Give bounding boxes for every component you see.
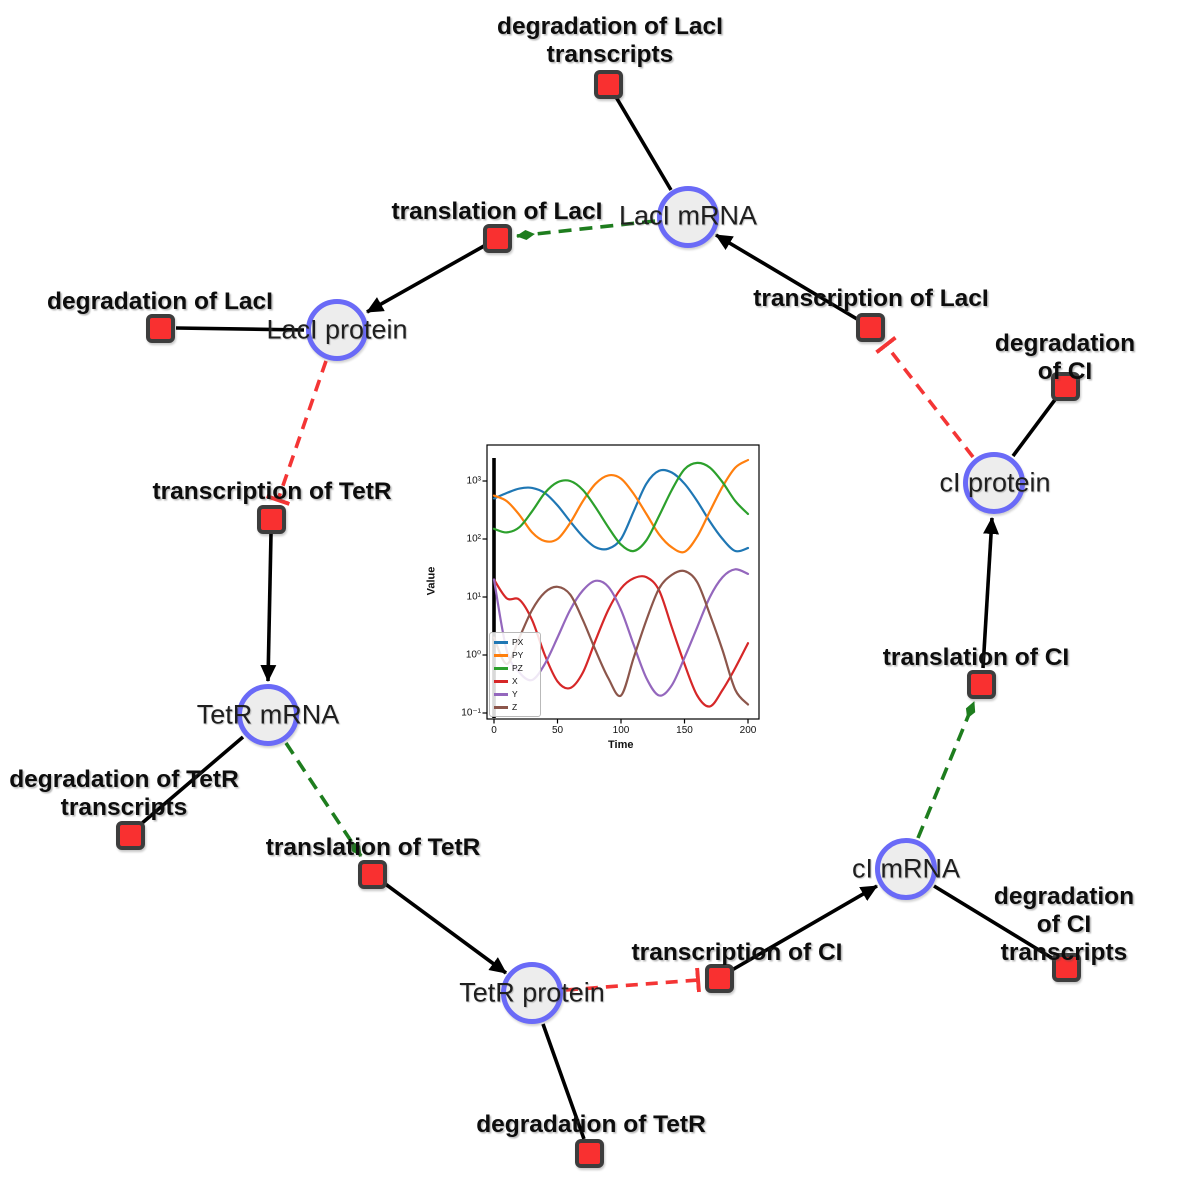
edge-ci-protein-inhibits-transcription-laci — [875, 336, 975, 459]
legend-item-px: PX — [494, 636, 536, 649]
edge-transcription-laci-to-laci-mrna — [715, 233, 858, 321]
edge-translation-ci-to-ci-protein — [981, 517, 1000, 669]
edge-tetr-mrna-activates-translation — [284, 742, 363, 857]
legend-item-pz: PZ — [494, 662, 536, 675]
legend-item-y: Y — [494, 688, 536, 701]
legend-item-z: Z — [494, 701, 536, 714]
y-tick-1e0: 10⁰ — [465, 649, 481, 661]
edge-tetr-mrna-to-degradation-transcripts — [139, 735, 245, 826]
x-tick-50: 50 — [551, 725, 564, 736]
reaction-label-degradation-laci: degradation of LacI — [47, 288, 273, 315]
edge-tetr-protein-inhibits-transcription-ci — [565, 967, 701, 993]
species-node-ci-protein — [963, 452, 1025, 514]
timecourse-chart: 0 50 100 150 200 10³ 10² 10¹ 10⁰ 10⁻¹ Ti… — [425, 438, 775, 768]
species-node-laci-mrna — [657, 186, 719, 248]
species-node-tetr-protein — [501, 962, 563, 1024]
x-axis-label: Time — [608, 739, 634, 751]
species-label-laci-protein: LacI protein — [266, 314, 408, 345]
legend-swatch-z — [494, 706, 508, 709]
edge-laci-mrna-activates-translation — [516, 219, 656, 240]
reaction-label-translation-laci: translation of LacI — [391, 198, 603, 225]
edge-ci-mrna-activates-translation — [916, 701, 976, 839]
edge-laci-protein-inhibits-transcription-tetr — [266, 360, 328, 506]
edge-laci-protein-to-degradation — [175, 326, 305, 332]
species-label-ci-mrna: cI mRNA — [852, 853, 960, 884]
legend-swatch-px — [494, 641, 508, 644]
species-node-tetr-mrna — [237, 684, 299, 746]
edge-transcription-ci-to-ci-mrna — [731, 884, 878, 972]
reaction-label-transcription-ci: transcription of CI — [631, 939, 843, 966]
y-tick-1e-1: 10⁻¹ — [461, 707, 481, 719]
species-label-laci-mrna: LacI mRNA — [618, 200, 758, 231]
reaction-node-translation-ci — [966, 669, 996, 699]
legend-label-z: Z — [512, 702, 518, 712]
reaction-node-degradation-tetr — [574, 1138, 604, 1168]
edge-laci-mrna-to-degradation-transcripts — [614, 96, 673, 191]
reaction-label-degradation-ci: degradation of CI — [994, 330, 1136, 385]
edge-transcription-tetr-to-tetr-mrna — [260, 533, 277, 682]
legend-swatch-pz — [494, 667, 508, 670]
x-tick-200: 200 — [739, 725, 757, 736]
reaction-node-degradation-laci-transcripts — [593, 69, 623, 99]
reaction-label-transcription-tetr: transcription of TetR — [152, 478, 392, 505]
species-node-laci-protein — [306, 299, 368, 361]
reaction-node-translation-tetr — [357, 859, 387, 889]
reaction-node-degradation-tetr-transcripts — [115, 820, 145, 850]
legend-label-y: Y — [512, 689, 518, 699]
x-tick-150: 150 — [676, 725, 693, 736]
species-label-ci-protein: cI protein — [939, 467, 1051, 498]
x-tick-100: 100 — [612, 725, 630, 736]
reaction-node-translation-laci — [482, 223, 512, 253]
reaction-label-degradation-tetr-transcripts: degradation of TetR transcripts — [9, 766, 239, 821]
edge-ci-protein-to-degradation — [1011, 395, 1059, 458]
y-tick-1e3: 10³ — [466, 475, 481, 487]
y-tick-1e1: 10¹ — [466, 591, 481, 603]
reaction-node-degradation-ci-transcripts — [1051, 952, 1081, 982]
x-tick-0: 0 — [491, 725, 497, 736]
reaction-node-transcription-ci — [704, 963, 734, 993]
species-node-ci-mrna — [875, 838, 937, 900]
legend-label-x: X — [512, 676, 518, 686]
species-label-tetr-protein: TetR protein — [459, 977, 605, 1008]
legend-label-py: PY — [512, 650, 524, 660]
reaction-node-degradation-ci — [1050, 371, 1080, 401]
edge-tetr-protein-to-degradation — [541, 1023, 586, 1140]
reaction-label-degradation-laci-transcripts: degradation of LacI transcripts — [497, 13, 723, 68]
edge-translation-tetr-to-tetr-protein — [382, 881, 508, 975]
reaction-node-transcription-laci — [855, 312, 885, 342]
reaction-node-degradation-laci — [145, 313, 175, 343]
legend-item-py: PY — [494, 649, 536, 662]
reaction-label-translation-tetr: translation of TetR — [265, 834, 481, 861]
legend-swatch-y — [494, 693, 508, 696]
y-tick-1e2: 10² — [466, 533, 481, 545]
legend-label-px: PX — [512, 637, 524, 647]
reaction-label-translation-ci: translation of CI — [882, 644, 1070, 671]
reaction-label-transcription-laci: transcription of LacI — [753, 285, 989, 312]
legend-label-pz: PZ — [512, 663, 523, 673]
reaction-label-degradation-ci-transcripts: degradation of CI transcripts — [993, 883, 1135, 966]
legend-item-x: X — [494, 675, 536, 688]
edge-ci-mrna-to-degradation-transcripts — [933, 884, 1053, 960]
chart-legend: PX PY PZ X Y Z — [489, 632, 541, 717]
legend-swatch-py — [494, 654, 508, 657]
edge-translation-laci-to-laci-protein — [366, 244, 485, 314]
y-axis-label: Value — [425, 566, 438, 596]
reaction-label-degradation-tetr: degradation of TetR — [476, 1111, 706, 1138]
chart-plot-area — [482, 444, 760, 724]
reaction-node-transcription-tetr — [256, 504, 286, 534]
legend-swatch-x — [494, 680, 508, 683]
species-label-tetr-mrna: TetR mRNA — [196, 699, 340, 730]
